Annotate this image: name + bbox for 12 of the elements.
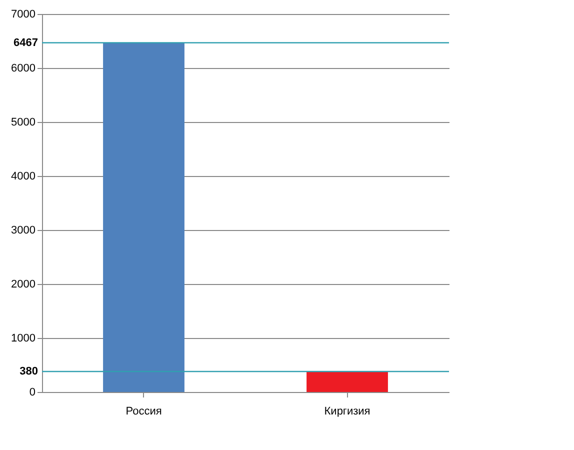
y-tick-label: 0: [29, 386, 36, 398]
y-tick-label: 1000: [11, 332, 36, 344]
ref-line-label: 6467: [14, 36, 38, 49]
y-tick-label: 2000: [11, 278, 36, 290]
y-tick-label: 3000: [11, 224, 36, 236]
x-tick-label: Россия: [126, 406, 162, 418]
y-tick-label: 4000: [11, 170, 36, 182]
y-tick-label: 5000: [11, 116, 36, 128]
y-tick-label: 7000: [11, 8, 36, 20]
y-tick-label: 6000: [11, 62, 36, 74]
ref-line-label: 380: [20, 365, 38, 378]
x-tick-label: Киргизия: [324, 406, 370, 418]
